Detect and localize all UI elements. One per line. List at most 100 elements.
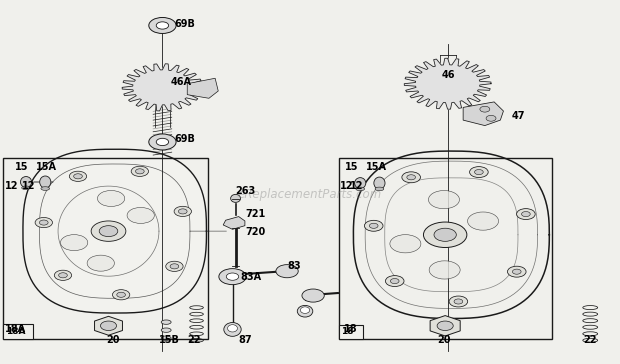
Circle shape bbox=[59, 273, 68, 278]
Text: 22: 22 bbox=[187, 335, 201, 345]
Circle shape bbox=[407, 175, 415, 180]
Text: 46A: 46A bbox=[171, 77, 192, 87]
Ellipse shape bbox=[298, 305, 313, 317]
Circle shape bbox=[91, 221, 126, 241]
Circle shape bbox=[390, 235, 421, 253]
Ellipse shape bbox=[374, 177, 385, 189]
Text: 47: 47 bbox=[512, 111, 526, 121]
Ellipse shape bbox=[22, 186, 30, 190]
Text: 263: 263 bbox=[236, 186, 256, 197]
Text: 12: 12 bbox=[22, 181, 35, 191]
Bar bbox=[339, 158, 552, 339]
Text: 69B: 69B bbox=[175, 19, 196, 29]
Circle shape bbox=[449, 296, 467, 307]
Text: 83: 83 bbox=[288, 261, 301, 272]
Circle shape bbox=[40, 220, 48, 225]
Bar bbox=[3, 324, 33, 339]
Polygon shape bbox=[187, 78, 218, 98]
Ellipse shape bbox=[375, 187, 384, 191]
Ellipse shape bbox=[161, 320, 171, 324]
Circle shape bbox=[429, 261, 460, 279]
Circle shape bbox=[386, 276, 404, 286]
Text: 20: 20 bbox=[438, 335, 451, 345]
Circle shape bbox=[469, 167, 488, 178]
Circle shape bbox=[512, 269, 521, 274]
Bar bbox=[339, 325, 363, 339]
Text: 12: 12 bbox=[5, 181, 19, 191]
Circle shape bbox=[131, 166, 149, 177]
Circle shape bbox=[423, 222, 467, 248]
Ellipse shape bbox=[356, 187, 365, 191]
Ellipse shape bbox=[20, 177, 32, 187]
Circle shape bbox=[99, 226, 118, 237]
Circle shape bbox=[454, 299, 463, 304]
Circle shape bbox=[100, 321, 117, 331]
Ellipse shape bbox=[161, 328, 171, 332]
Ellipse shape bbox=[224, 323, 241, 336]
Circle shape bbox=[480, 106, 490, 112]
Text: 12: 12 bbox=[350, 181, 363, 191]
Text: 15A: 15A bbox=[366, 162, 387, 173]
Text: 15A: 15A bbox=[36, 162, 57, 173]
Polygon shape bbox=[223, 217, 245, 229]
Text: 18: 18 bbox=[341, 327, 353, 336]
Ellipse shape bbox=[40, 176, 51, 188]
Ellipse shape bbox=[228, 325, 237, 332]
Circle shape bbox=[55, 270, 72, 280]
Text: 83A: 83A bbox=[241, 272, 262, 282]
Ellipse shape bbox=[301, 307, 310, 313]
Text: 18A: 18A bbox=[5, 324, 26, 334]
Text: 46: 46 bbox=[441, 70, 455, 80]
Ellipse shape bbox=[231, 194, 241, 202]
Circle shape bbox=[174, 206, 192, 217]
Circle shape bbox=[219, 269, 246, 285]
Circle shape bbox=[276, 265, 298, 278]
Circle shape bbox=[149, 134, 176, 150]
Circle shape bbox=[434, 228, 456, 241]
Polygon shape bbox=[122, 64, 203, 111]
Circle shape bbox=[156, 22, 169, 29]
Circle shape bbox=[391, 278, 399, 284]
Circle shape bbox=[226, 273, 239, 280]
Circle shape bbox=[69, 171, 87, 181]
Circle shape bbox=[402, 172, 420, 183]
Circle shape bbox=[474, 170, 483, 175]
Circle shape bbox=[370, 223, 378, 228]
Circle shape bbox=[516, 209, 535, 219]
Ellipse shape bbox=[161, 336, 171, 340]
Circle shape bbox=[149, 17, 176, 33]
Text: 12: 12 bbox=[340, 181, 353, 191]
Circle shape bbox=[117, 292, 125, 297]
Circle shape bbox=[486, 115, 496, 121]
Circle shape bbox=[156, 138, 169, 146]
Circle shape bbox=[507, 266, 526, 277]
Text: 15: 15 bbox=[15, 162, 29, 173]
Circle shape bbox=[127, 207, 154, 223]
Circle shape bbox=[437, 321, 453, 331]
Text: 87: 87 bbox=[238, 335, 252, 345]
Circle shape bbox=[428, 190, 459, 209]
Text: 15B: 15B bbox=[159, 335, 180, 345]
Text: 20: 20 bbox=[107, 335, 120, 345]
Text: eReplacementParts.com: eReplacementParts.com bbox=[238, 188, 382, 201]
Ellipse shape bbox=[355, 178, 366, 189]
Circle shape bbox=[74, 174, 82, 179]
Circle shape bbox=[170, 264, 179, 269]
Bar bbox=[3, 158, 208, 339]
Text: 22: 22 bbox=[583, 335, 596, 345]
Text: 15: 15 bbox=[345, 162, 358, 173]
Text: 18: 18 bbox=[343, 324, 357, 334]
Circle shape bbox=[61, 235, 88, 251]
Polygon shape bbox=[23, 149, 206, 313]
Circle shape bbox=[365, 220, 383, 231]
Circle shape bbox=[467, 212, 498, 230]
Circle shape bbox=[302, 289, 324, 302]
Ellipse shape bbox=[41, 187, 50, 190]
Circle shape bbox=[35, 217, 53, 228]
Polygon shape bbox=[463, 102, 503, 126]
Circle shape bbox=[97, 190, 125, 206]
Polygon shape bbox=[353, 151, 549, 318]
Text: 720: 720 bbox=[245, 227, 265, 237]
Text: 69B: 69B bbox=[175, 134, 196, 144]
Text: 721: 721 bbox=[245, 209, 265, 219]
